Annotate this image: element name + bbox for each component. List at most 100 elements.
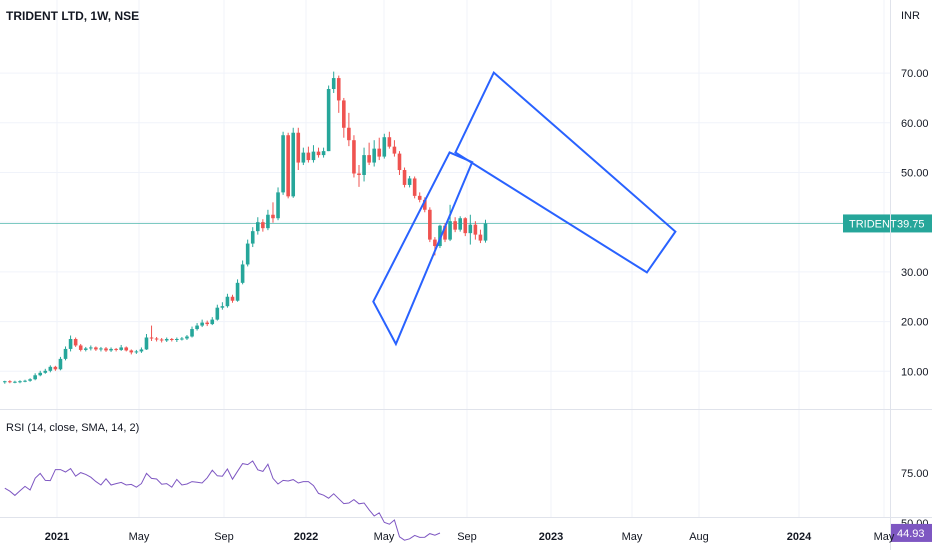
symbol-title[interactable]: TRIDENT LTD, 1W, NSE xyxy=(6,9,140,23)
rsi-line xyxy=(4,460,441,541)
candle-body xyxy=(220,306,225,308)
candle-body xyxy=(119,347,123,350)
candle-body xyxy=(256,222,260,232)
candle-body xyxy=(134,351,139,353)
time-axis-tick-label: May xyxy=(129,531,150,543)
candle-body xyxy=(33,375,37,380)
candle-body xyxy=(296,132,301,163)
candle-body xyxy=(205,322,209,325)
candle-body xyxy=(180,338,184,340)
candle-body xyxy=(129,350,134,353)
candle-body xyxy=(377,148,382,157)
last-price-badge: TRIDENT 39.75 xyxy=(843,214,932,233)
candle-body xyxy=(362,155,366,175)
candle-body xyxy=(473,224,478,235)
candle-body xyxy=(68,338,73,349)
candle-body xyxy=(463,218,468,234)
price-axis-tick-label: 70.00 xyxy=(901,68,929,80)
time-axis-tick-label: 2022 xyxy=(294,531,318,543)
price-axis-tick-label: 20.00 xyxy=(901,317,929,329)
candle-body xyxy=(28,379,32,381)
candle-body xyxy=(387,137,392,147)
candle-body xyxy=(240,264,245,283)
time-axis-tick-label: May xyxy=(622,531,643,543)
candle-body xyxy=(357,173,361,175)
time-axis-tick-label: May xyxy=(374,531,395,543)
symbol-badge-text: TRIDENT xyxy=(849,218,897,230)
candle-body xyxy=(478,234,483,241)
time-axis-tick-label: Sep xyxy=(214,531,234,543)
price-axis-tick-label: 30.00 xyxy=(901,267,929,279)
candle-body xyxy=(382,137,387,157)
candle-body xyxy=(109,348,113,351)
currency-label: INR xyxy=(901,10,920,22)
candle-body xyxy=(448,221,452,240)
pattern-channel-up xyxy=(372,151,474,347)
candle-body xyxy=(225,296,230,307)
candle-body xyxy=(422,199,427,210)
candle-body xyxy=(83,348,88,350)
candle-body xyxy=(483,223,488,241)
candle-body xyxy=(367,155,371,163)
rsi-value-badge-text: 44.93 xyxy=(897,528,925,540)
candle-body xyxy=(13,381,17,383)
candle-body xyxy=(428,209,432,240)
rsi-value-badge xyxy=(891,523,932,542)
candle-body xyxy=(407,178,412,185)
time-axis-tick-label: 2024 xyxy=(787,531,812,543)
candle-body xyxy=(169,338,174,340)
price-badge-text: 39.75 xyxy=(897,218,925,230)
candle-body xyxy=(215,307,220,320)
candle-body xyxy=(18,381,22,383)
rsi-indicator-label[interactable]: RSI (14, close, SMA, 14, 2) xyxy=(6,422,140,434)
candle-body xyxy=(235,282,240,301)
candle-body xyxy=(78,345,83,350)
candle-body xyxy=(104,348,108,351)
candle-body xyxy=(281,135,285,193)
candle-body xyxy=(124,347,129,351)
candle-body xyxy=(43,370,48,373)
candle-body xyxy=(438,225,442,247)
candle-body xyxy=(73,338,78,346)
candle-body xyxy=(276,192,280,219)
candle-body xyxy=(159,339,164,341)
candle-body xyxy=(306,152,311,161)
candle-body xyxy=(175,338,179,340)
candle-body xyxy=(261,222,265,229)
time-axis-tick-label: May xyxy=(874,531,895,543)
candle-body xyxy=(347,127,351,141)
candle-body xyxy=(321,151,326,156)
candle-body xyxy=(266,214,270,229)
candle-body xyxy=(190,329,194,337)
candle-body xyxy=(458,218,462,230)
candle-body xyxy=(94,347,98,350)
candle-body xyxy=(23,380,27,382)
candle-body xyxy=(139,349,144,352)
candle-body xyxy=(48,366,53,371)
candle-body xyxy=(433,239,437,247)
time-axis-tick-label: 2023 xyxy=(539,531,563,543)
price-axis-tick-label: 50.00 xyxy=(901,168,929,180)
candle-body xyxy=(301,152,306,163)
candle-body xyxy=(291,132,296,197)
candle-body xyxy=(331,78,336,90)
candle-body xyxy=(99,348,103,350)
time-axis-tick-label: Aug xyxy=(689,531,709,543)
candle-body xyxy=(392,146,397,154)
candle-body xyxy=(89,347,93,349)
candle-body xyxy=(53,366,58,370)
candle-body xyxy=(271,214,275,219)
candle-body xyxy=(149,337,154,339)
candle-body xyxy=(245,243,250,265)
candle-body xyxy=(185,336,189,339)
candle-body xyxy=(250,231,255,244)
candle-body xyxy=(58,358,63,370)
candle-body xyxy=(154,338,159,340)
rsi-axis-tick-label: 75.00 xyxy=(901,468,929,480)
candle-body xyxy=(210,319,215,325)
candle-body xyxy=(468,224,473,234)
candle-body xyxy=(286,135,290,197)
price-axis-tick-label: 10.00 xyxy=(901,366,929,378)
candle-body xyxy=(453,221,457,230)
candle-body xyxy=(352,140,356,174)
